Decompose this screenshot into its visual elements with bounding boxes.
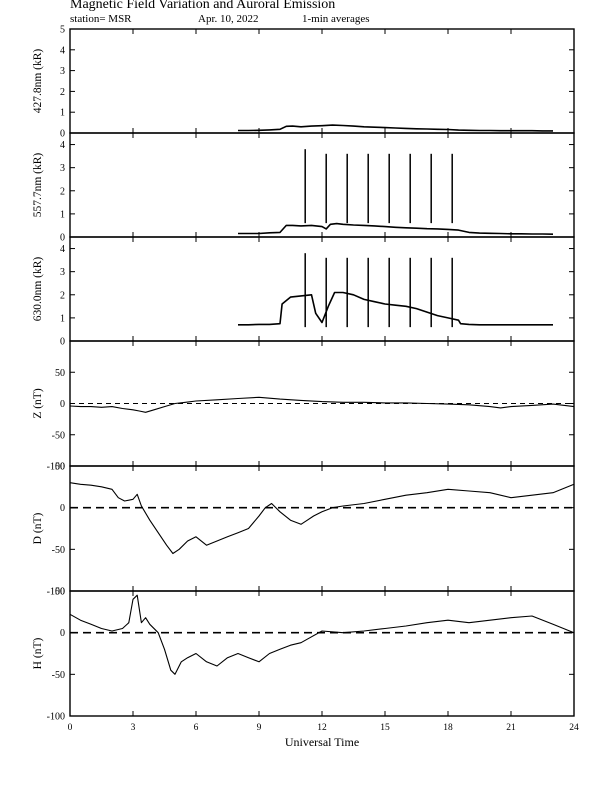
y-axis-label: 427.8nm (kR) bbox=[32, 49, 44, 114]
averaging-label: 1-min averages bbox=[302, 13, 370, 25]
y-tick-label: 4 bbox=[60, 140, 65, 151]
y-tick-label: 1 bbox=[60, 108, 65, 119]
panel-3: 0 1 2 3 4 630.0nm (kR) bbox=[32, 236, 575, 348]
panel-5: -100 -50 0 50 D (nT) bbox=[32, 462, 575, 598]
y-tick-label: -50 bbox=[52, 670, 65, 681]
panel-frame bbox=[69, 28, 575, 134]
panel-frame bbox=[69, 465, 575, 592]
x-tick-label: 9 bbox=[257, 723, 262, 733]
y-tick-label: -100 bbox=[47, 712, 65, 723]
y-axis-label: H (nT) bbox=[32, 638, 44, 670]
x-tick-label: 6 bbox=[194, 723, 199, 733]
series-line-1 bbox=[69, 482, 575, 555]
x-tick-label: 24 bbox=[569, 723, 579, 733]
y-tick-label: 3 bbox=[60, 66, 65, 77]
y-tick-label: -100 bbox=[47, 587, 65, 598]
y-tick-label: 4 bbox=[60, 244, 65, 255]
panel-frame bbox=[69, 132, 575, 238]
x-tick-label: 18 bbox=[443, 723, 453, 733]
y-tick-label: 50 bbox=[55, 462, 65, 473]
page-title: Magnetic Field Variation and Auroral Emi… bbox=[70, 0, 336, 12]
y-tick-label: 0 bbox=[60, 129, 65, 140]
y-tick-label: 5 bbox=[60, 25, 65, 36]
x-tick-label: 12 bbox=[317, 723, 327, 733]
y-tick-label: 2 bbox=[60, 186, 65, 197]
y-tick-label: 0 bbox=[60, 628, 65, 639]
series-line-1 bbox=[69, 594, 575, 675]
y-tick-label: 3 bbox=[60, 163, 65, 174]
y-tick-label: 2 bbox=[60, 290, 65, 301]
x-tick-label: 0 bbox=[68, 723, 73, 733]
x-tick-label: 15 bbox=[380, 723, 390, 733]
y-tick-label: 0 bbox=[60, 503, 65, 514]
y-tick-label: 2 bbox=[60, 87, 65, 98]
series-line-1 bbox=[238, 124, 553, 132]
y-tick-label: 1 bbox=[60, 209, 65, 220]
y-tick-label: 50 bbox=[55, 368, 65, 379]
station-label: station= MSR bbox=[70, 13, 132, 25]
y-tick-label: -50 bbox=[52, 430, 65, 441]
y-axis-label: 630.0nm (kR) bbox=[32, 257, 44, 322]
panel-1: 0 1 2 3 4 5 427.8nm (kR) bbox=[32, 25, 575, 140]
panel-6: -100 -50 0 50 H (nT) bbox=[32, 587, 575, 723]
x-tick-label: 21 bbox=[506, 723, 516, 733]
x-tick-label: 3 bbox=[131, 723, 136, 733]
y-axis-label: D (nT) bbox=[32, 513, 44, 545]
panel-frame bbox=[69, 590, 575, 717]
y-tick-label: 3 bbox=[60, 267, 65, 278]
y-axis-label: 557.7nm (kR) bbox=[32, 153, 44, 218]
y-tick-label: 50 bbox=[55, 587, 65, 598]
panel-4: -100 -50 0 50 Z (nT) bbox=[32, 340, 575, 473]
y-tick-label: -50 bbox=[52, 545, 65, 556]
y-tick-label: 0 bbox=[60, 399, 65, 410]
series-line-1 bbox=[238, 291, 553, 326]
y-tick-label: 4 bbox=[60, 45, 65, 56]
series-line-1 bbox=[69, 396, 575, 413]
date-label: Apr. 10, 2022 bbox=[198, 13, 259, 25]
y-tick-label: 0 bbox=[60, 337, 65, 348]
y-axis-label: Z (nT) bbox=[32, 388, 44, 419]
x-axis-label: Universal Time bbox=[285, 735, 359, 749]
panel-2: 0 1 2 3 4 557.7nm (kR) bbox=[32, 132, 575, 244]
y-tick-label: 1 bbox=[60, 313, 65, 324]
y-tick-label: 0 bbox=[60, 233, 65, 244]
y-tick-label: -100 bbox=[47, 462, 65, 473]
series-line-1 bbox=[238, 222, 554, 235]
